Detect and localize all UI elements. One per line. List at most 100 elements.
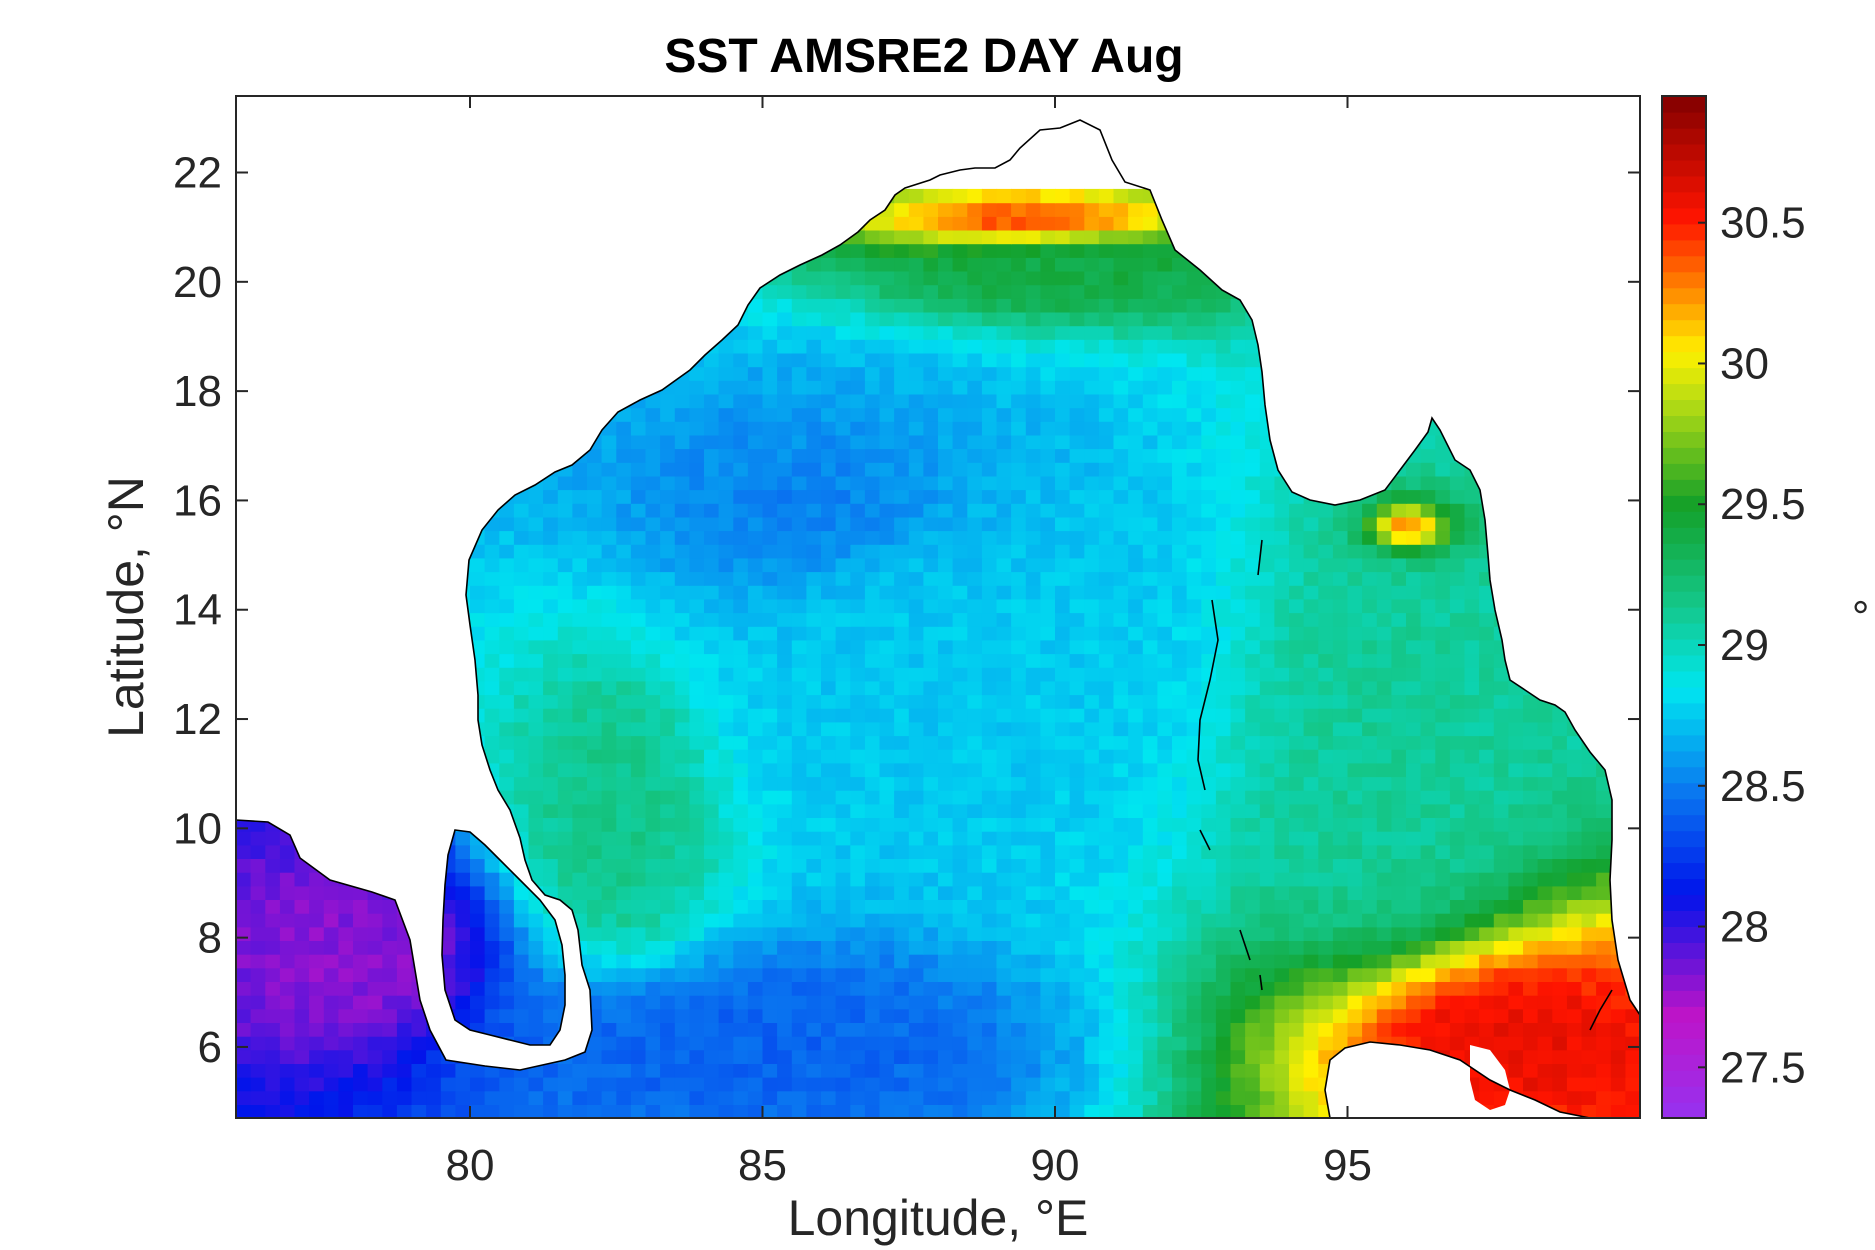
sst-cell [689,571,705,586]
sst-cell [689,544,705,559]
sst-cell [616,571,632,586]
sst-cell [1332,749,1349,764]
sst-cell [1157,489,1173,504]
sst-cell [908,885,924,900]
sst-cell [1596,981,1612,996]
sst-cell [294,954,310,969]
sst-cell [513,612,530,627]
sst-cell [572,462,588,477]
sst-cell [1362,639,1378,655]
sst-cell [1274,626,1290,641]
sst-cell [1318,872,1334,887]
sst-cell [967,790,983,805]
sst-cell [1376,557,1392,573]
sst-cell [1274,639,1290,655]
sst-cell [704,421,720,436]
sst-cell [645,462,661,477]
sst-cell [1215,434,1232,450]
sst-cell [601,803,617,818]
sst-cell [806,967,822,982]
sst-cell [572,503,588,518]
sst-cell [747,913,764,928]
sst-cell [1537,831,1553,846]
sst-cell [1142,462,1158,477]
sst-cell [704,503,720,518]
sst-cell [952,407,968,422]
sst-cell [1142,680,1158,696]
sst-cell [382,1049,398,1064]
sst-cell [1040,612,1056,627]
sst-cell [1055,776,1071,791]
sst-cell [1552,721,1568,737]
sst-cell [733,694,749,709]
sst-cell [806,1090,822,1105]
sst-cell [1215,475,1232,491]
sst-cell [704,872,720,887]
sst-cell [1040,1008,1056,1023]
sst-cell [1084,762,1100,778]
sst-cell [660,585,676,600]
sst-cell [908,721,924,737]
sst-cell [1215,913,1232,928]
sst-cell [265,844,281,859]
sst-cell [1318,995,1334,1010]
sst-cell [1230,598,1246,614]
sst-cell [1508,967,1524,982]
sst-cell [309,954,325,969]
sst-cell [470,557,486,573]
sst-cell [1186,790,1202,805]
sst-cell [689,667,705,682]
sst-cell [1449,831,1466,846]
sst-cell [1493,694,1509,709]
sst-cell [1025,680,1041,696]
sst-cell [1215,872,1232,887]
sst-cell [806,434,822,450]
sst-cell [587,735,603,750]
sst-cell [1040,585,1056,600]
sst-cell [660,708,676,723]
sst-cell [1069,694,1085,709]
sst-cell [1303,598,1319,614]
sst-cell [1069,571,1085,586]
sst-cell [791,967,807,982]
sst-cell [1011,503,1027,518]
sst-cell [1435,667,1451,682]
sst-cell [1449,803,1466,818]
sst-cell [499,981,515,996]
sst-cell [938,844,954,859]
sst-cell [718,981,734,996]
sst-cell [1596,885,1612,900]
sst-cell [396,981,413,996]
sst-cell [1098,967,1115,982]
sst-cell [689,680,705,696]
sst-cell [733,1063,749,1078]
sst-cell [952,667,968,682]
sst-cell [1040,598,1056,614]
sst-cell [981,421,998,436]
sst-cell [1391,776,1407,791]
sst-cell [1098,407,1115,422]
sst-cell [1420,817,1436,832]
sst-cell [806,995,822,1010]
sst-cell [704,639,720,655]
sst-cell [557,612,573,627]
sst-cell [967,803,983,818]
sst-cell [952,626,968,641]
sst-cell [1376,598,1392,614]
sst-cell [426,1090,442,1105]
sst-cell [689,612,705,627]
sst-cell [1098,954,1115,969]
sst-cell [660,954,676,969]
sst-cell [938,462,954,477]
sst-cell [864,626,881,641]
sst-cell [1201,667,1217,682]
sst-cell [967,667,983,682]
sst-cell [1406,749,1422,764]
sst-cell [1259,790,1275,805]
sst-cell [1391,817,1407,832]
sst-cell [557,639,573,655]
sst-cell [762,762,778,778]
sst-cell [1055,530,1071,545]
sst-cell [353,913,369,928]
sst-cell [601,776,617,791]
